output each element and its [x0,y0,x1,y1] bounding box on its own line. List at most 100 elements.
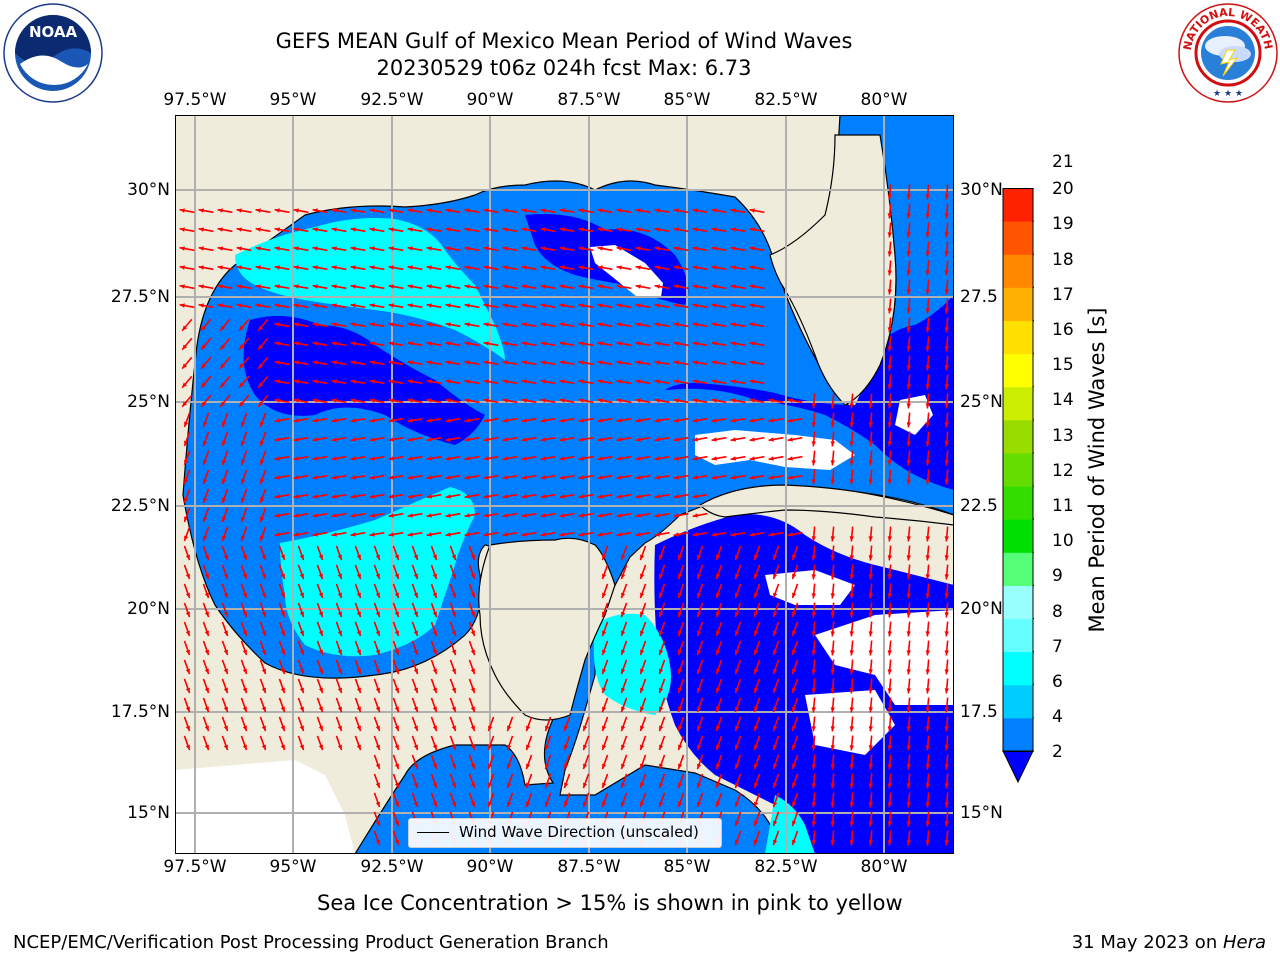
wind-arrow-head [388,418,394,423]
wind-arrow-head [407,284,413,289]
wind-arrow-head [312,284,318,289]
wind-arrow-head [185,611,190,618]
wind-arrow-head [337,725,342,732]
wind-arrow-head [258,344,264,350]
wind-arrow-head [692,532,698,537]
wind-arrow-head [697,801,702,808]
wind-arrow-head [830,403,835,409]
wind-arrow-head [564,782,569,789]
wind-arrow-head [280,687,285,694]
wind-arrow-head [730,265,736,270]
wind-arrow-head [432,687,437,694]
wind-arrow-head [483,437,489,442]
wind-arrow-head [204,744,209,751]
wind-arrow-head [521,360,527,365]
wind-arrow-head [299,744,304,751]
wind-arrow-head [597,379,603,384]
colorbar-tick: 15 [1052,355,1074,375]
wind-arrow-head [906,346,911,352]
wind-arrow-head [735,839,740,846]
wind-arrow-head [540,208,546,213]
wind-arrow-head [318,611,323,618]
wind-arrow-head [222,421,227,428]
wind-arrow-head [184,478,189,485]
wind-arrow-head [204,611,209,618]
wind-arrow-head [654,532,660,537]
wind-arrow-head [388,379,394,384]
wind-arrow-head [413,573,418,580]
wind-arrow-head [868,536,873,542]
wind-arrow-head [678,649,683,656]
wind-arrow-head [451,725,456,732]
wind-arrow-head [773,592,778,599]
wind-arrow-head [242,725,247,732]
wind-arrow-head [906,802,911,808]
wind-arrow-head [849,479,854,485]
wind-arrow-head [730,284,736,289]
cyan-patch-northwest [235,218,505,360]
lat-tick-right: 20°N [960,599,1003,619]
wind-arrow-head [451,554,456,561]
colorbar-swatch [1003,353,1033,388]
wind-arrow-head [602,801,607,808]
wind-arrow-head [540,341,546,346]
wind-arrow-head [602,611,607,618]
wind-arrow-head [868,745,873,751]
wind-arrow-head [521,265,527,270]
wind-arrow-head [735,801,740,808]
wind-arrow-head [925,840,930,846]
wind-arrow-head [578,456,584,461]
wind-arrow-head [621,630,626,637]
wind-arrow-head [464,398,470,403]
wind-arrow-head [426,360,432,365]
wind-arrow-head [654,322,660,327]
wind-arrow-head [787,437,793,442]
wind-arrow-head [925,251,930,257]
wind-arrow-head [274,303,280,308]
wind-arrow-head [299,649,304,656]
wind-arrow-head [559,379,565,384]
wind-arrow-head [394,744,399,751]
wind-arrow-head [906,669,911,675]
wind-arrow-head [849,707,854,713]
wind-arrow-head [735,725,740,732]
wind-arrow-head [906,365,911,371]
wind-arrow-head [375,820,380,827]
wind-arrow-head [578,379,584,384]
wind-arrow-head [616,532,622,537]
wind-arrow-head [280,649,285,656]
wind-arrow-head [184,516,189,523]
wind-arrow-head [906,194,911,200]
wind-arrow-head [602,630,607,637]
wind-arrow-head [906,213,911,219]
wind-arrow-head [944,840,949,846]
wind-arrow-head [925,802,930,808]
wind-arrow-head [185,573,190,580]
wind-arrow-head [602,763,607,770]
wind-arrow-head [388,303,394,308]
wind-arrow-head [597,398,603,403]
wind-arrow-head [673,379,679,384]
wind-arrow-head [944,384,949,390]
white-patch-caribbean-3 [805,690,895,755]
wind-arrow-head [578,532,584,537]
wind-arrow-head [906,764,911,770]
wind-arrow-head [198,303,204,308]
wind-arrow-head [337,668,342,675]
wind-arrow-head [597,284,603,289]
wind-arrow-head [350,475,356,480]
wind-arrow-head [502,227,508,232]
wind-arrow-head [470,630,475,637]
wind-arrow-head [673,418,679,423]
wind-arrow-head [697,649,702,656]
wind-arrow-head [236,284,242,289]
wind-arrow-head [201,344,207,350]
wind-arrow-head [236,265,242,270]
wind-arrow-head [730,418,736,423]
wind-arrow-head [217,246,223,251]
wind-arrow-head [407,360,413,365]
wind-arrow-head [261,687,266,694]
wind-arrow-head [811,479,816,485]
wind-wave-direction-arrows [179,184,949,846]
wind-arrow-head [564,763,569,770]
